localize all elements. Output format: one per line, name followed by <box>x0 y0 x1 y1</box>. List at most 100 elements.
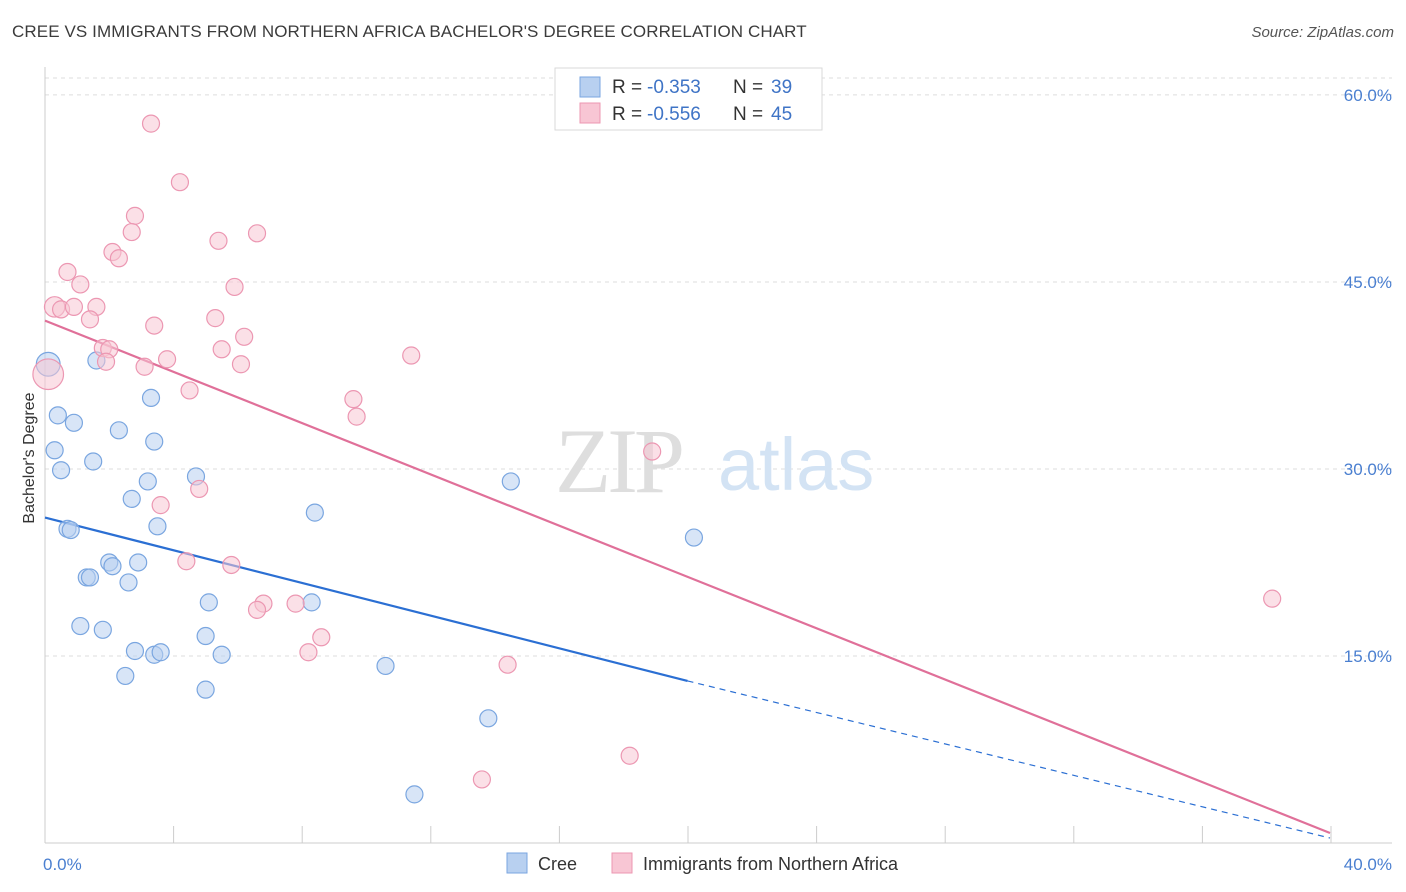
point-cree-14 <box>61 520 80 540</box>
legend-top: R = -0.353 N = 39 R = -0.556 N = 45 <box>554 67 823 131</box>
point-africa-27 <box>32 358 65 391</box>
point-africa-29 <box>344 390 363 409</box>
point-africa-10 <box>225 277 244 297</box>
point-africa-22 <box>402 346 421 365</box>
point-africa-35 <box>222 555 241 575</box>
point-africa-17 <box>145 316 164 335</box>
point-africa-2 <box>125 206 145 225</box>
point-africa-31 <box>643 442 662 461</box>
legend-r-label-africa: R = <box>612 104 642 125</box>
point-africa-28 <box>180 381 199 400</box>
point-africa-16 <box>206 309 225 328</box>
trend-line-cree <box>44 516 688 682</box>
point-africa-23 <box>96 352 116 371</box>
point-africa-44 <box>472 770 491 789</box>
point-cree-2 <box>48 406 67 425</box>
bottom-legend-swatch-africa <box>611 852 633 874</box>
point-africa-8 <box>58 262 77 282</box>
point-africa-13 <box>64 297 84 316</box>
point-africa-43 <box>620 746 639 765</box>
point-africa-39 <box>312 628 331 647</box>
bottom-legend-swatch-cree <box>506 852 528 874</box>
legend-swatch-africa <box>579 102 601 124</box>
point-cree-24 <box>302 593 321 612</box>
point-cree-33 <box>196 680 215 699</box>
point-cree-36 <box>501 472 520 491</box>
x-tick-label-0: 0.0% <box>43 855 82 874</box>
point-cree-16 <box>305 503 324 522</box>
source-label: Source: ZipAtlas.com <box>1251 24 1394 41</box>
point-cree-8 <box>84 452 103 471</box>
point-africa-5 <box>209 231 228 250</box>
point-cree-3 <box>109 421 128 440</box>
point-africa-32 <box>151 496 170 515</box>
tick-labels: 15.0% 30.0% 45.0% 60.0% 0.0% 40.0% <box>43 86 1392 874</box>
bottom-legend-label-africa: Immigrants from Northern Africa <box>643 854 899 874</box>
point-africa-37 <box>247 600 267 619</box>
point-cree-6 <box>145 432 164 451</box>
watermark-atlas: atlas <box>718 423 874 506</box>
point-cree-21 <box>80 568 100 587</box>
legend-swatch-cree <box>579 76 601 98</box>
point-cree-15 <box>148 517 167 536</box>
trend-line-africa <box>44 319 1331 835</box>
point-cree-35 <box>479 709 498 728</box>
point-cree-7 <box>45 441 64 460</box>
axes <box>44 67 1392 844</box>
point-africa-41 <box>498 655 517 674</box>
point-cree-5 <box>141 388 161 408</box>
point-cree-34 <box>376 656 395 676</box>
point-cree-10 <box>138 472 157 491</box>
point-africa-18 <box>235 327 254 346</box>
point-cree-37 <box>684 528 704 547</box>
legend-n-value-cree: 39 <box>771 77 792 98</box>
point-africa-25 <box>157 350 177 369</box>
watermark: ZIP atlas <box>555 410 874 512</box>
point-cree-26 <box>93 620 112 639</box>
point-cree-18 <box>129 553 148 572</box>
point-africa-21 <box>212 340 231 359</box>
point-africa-1 <box>170 173 190 192</box>
y-tick-label-1: 30.0% <box>1344 460 1392 479</box>
legend-r-value-cree: -0.353 <box>647 77 701 98</box>
y-axis-label: Bachelor's Degree <box>21 392 38 523</box>
point-africa-15 <box>80 310 100 329</box>
point-cree-23 <box>199 593 218 612</box>
chart-title: CREE VS IMMIGRANTS FROM NORTHERN AFRICA … <box>12 22 807 41</box>
point-cree-31 <box>212 645 231 664</box>
point-africa-34 <box>177 552 196 571</box>
point-cree-19 <box>103 557 122 576</box>
point-cree-9 <box>51 461 71 480</box>
legend-n-label-cree: N = <box>733 77 763 98</box>
point-cree-22 <box>119 573 138 592</box>
data-points <box>32 114 1282 804</box>
trend-lines <box>44 319 1331 839</box>
point-africa-38 <box>286 594 305 613</box>
point-africa-26 <box>231 355 251 374</box>
point-africa-40 <box>299 643 318 662</box>
point-africa-30 <box>347 407 366 426</box>
legend-bottom: Cree Immigrants from Northern Africa <box>506 852 899 874</box>
point-cree-4 <box>64 413 84 432</box>
bottom-legend-label-cree: Cree <box>538 854 577 874</box>
point-africa-33 <box>190 479 209 499</box>
point-cree-32 <box>116 666 135 686</box>
point-africa-9 <box>71 275 90 294</box>
point-africa-0 <box>141 114 161 133</box>
trend-line-extension-cree <box>687 680 1331 839</box>
point-cree-30 <box>151 643 170 662</box>
point-africa-7 <box>109 249 128 268</box>
point-cree-25 <box>71 616 90 636</box>
point-cree-28 <box>125 641 145 661</box>
point-africa-3 <box>122 222 141 242</box>
point-cree-12 <box>122 489 141 508</box>
point-cree-38 <box>405 785 424 804</box>
legend-r-label-cree: R = <box>612 77 642 98</box>
legend-n-value-africa: 45 <box>771 104 792 125</box>
point-africa-24 <box>135 357 154 376</box>
point-africa-42 <box>1263 589 1282 608</box>
y-tick-label-0: 15.0% <box>1344 647 1392 666</box>
watermark-zip: ZIP <box>555 410 682 512</box>
y-tick-label-2: 45.0% <box>1344 273 1392 292</box>
